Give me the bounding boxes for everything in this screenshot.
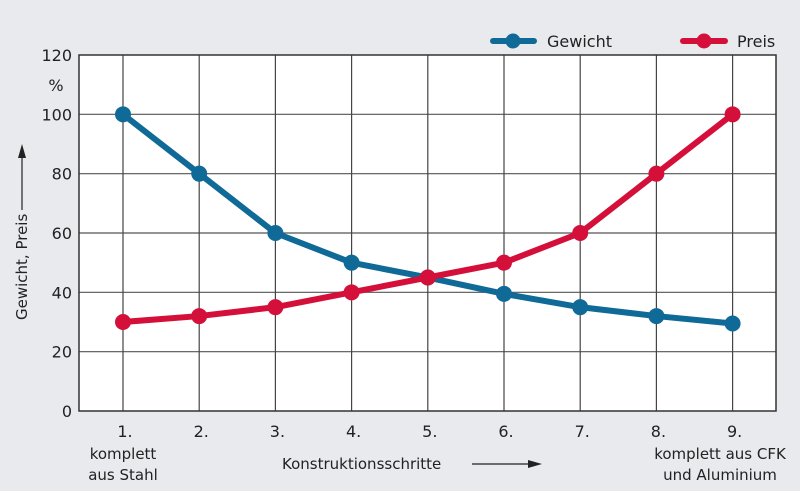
plot-border	[78, 54, 777, 412]
y-axis-ticks: 0 20 40 60 80 100 120	[41, 46, 72, 421]
data-point-marker	[572, 299, 589, 316]
first-category-note-1: komplett	[90, 445, 157, 463]
data-point-marker	[191, 165, 208, 182]
data-point-marker	[572, 225, 589, 241]
x-tick-label: 3.	[270, 422, 285, 441]
grid-lines	[79, 55, 776, 411]
x-tick-label: 6.	[498, 422, 513, 441]
y-axis-title: Gewicht, Preis	[13, 144, 31, 320]
y-axis-label: Gewicht, Preis	[13, 214, 31, 320]
data-point-marker	[115, 106, 131, 123]
last-category-note-2: und Aluminium	[663, 466, 777, 484]
y-unit-label: %	[48, 76, 63, 95]
y-tick-label: 100	[41, 105, 72, 124]
data-point-marker	[496, 285, 512, 302]
first-category-note-2: aus Stahl	[88, 466, 158, 484]
y-tick-label: 0	[62, 402, 72, 421]
y-tick-label: 80	[52, 165, 72, 184]
legend-item-gewicht: Gewicht	[490, 32, 612, 51]
legend-marker-preis-icon	[696, 33, 712, 49]
data-point-marker	[343, 254, 360, 271]
series-preis	[115, 106, 741, 330]
data-point-marker	[267, 299, 284, 316]
data-point-marker	[419, 269, 436, 286]
data-point-marker	[267, 225, 284, 241]
data-point-marker	[724, 106, 741, 123]
x-tick-label: 7.	[575, 422, 590, 441]
last-category-note-1: komplett aus CFK	[654, 445, 787, 463]
y-arrow-head-icon	[18, 144, 26, 158]
y-tick-label: 40	[52, 283, 72, 302]
legend-label-preis: Preis	[737, 32, 775, 51]
x-tick-label: 8.	[651, 422, 666, 441]
x-axis-label: Konstruktionsschritte	[282, 455, 441, 473]
data-point-marker	[343, 284, 360, 301]
data-point-marker	[191, 308, 208, 325]
x-tick-label: 5.	[422, 422, 437, 441]
x-axis-ticks: 1. 2. 3. 4. 5. 6. 7. 8. 9.	[117, 422, 742, 441]
x-tick-label: 9.	[727, 422, 742, 441]
y-tick-label: 120	[41, 46, 72, 65]
legend-label-gewicht: Gewicht	[547, 32, 612, 51]
x-arrow-head-icon	[528, 460, 542, 468]
x-tick-label: 4.	[346, 422, 361, 441]
y-tick-label: 20	[52, 343, 72, 362]
data-point-marker	[648, 165, 665, 182]
legend-item-preis: Preis	[680, 32, 775, 51]
series-lines	[115, 106, 741, 332]
y-tick-label: 60	[52, 224, 72, 243]
legend: Gewicht Preis	[490, 32, 775, 51]
data-point-marker	[115, 314, 131, 330]
data-point-marker	[648, 308, 665, 325]
x-tick-label: 1.	[117, 422, 132, 441]
x-axis-title: Konstruktionsschritte	[282, 455, 542, 473]
data-point-marker	[724, 315, 741, 332]
legend-marker-gewicht-icon	[505, 33, 521, 49]
x-tick-label: 2.	[194, 422, 209, 441]
data-point-marker	[496, 254, 512, 271]
